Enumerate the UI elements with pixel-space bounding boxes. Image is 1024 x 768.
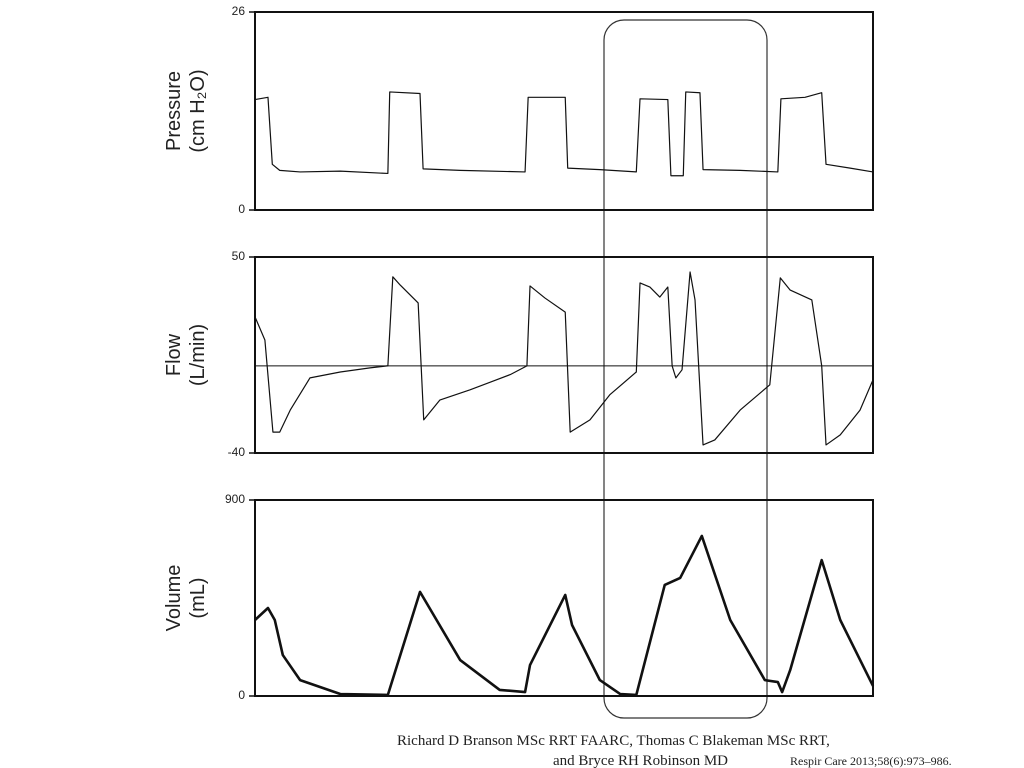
citation-authors: Richard D Branson MSc RRT FAARC, Thomas … [397,733,830,749]
plot-frame [254,11,874,211]
y-axis-label: (mL) [187,577,209,618]
y-tick-label: 900 [225,492,245,506]
y-axis-label: (L/min) [187,324,209,386]
y-axis-label: Pressure [163,71,185,151]
y-axis-label: Volume [163,565,185,632]
waveform [254,271,874,446]
plot-frame [254,256,874,454]
highlight-box [603,19,768,719]
waveform [254,534,875,697]
y-tick-label: -40 [228,445,246,459]
y-tick-label: 26 [232,4,246,18]
y-tick-label: 0 [238,688,245,702]
citation-reference: Respir Care 2013;58(6):973–986. [790,754,952,768]
y-tick-label: 0 [238,202,245,216]
y-axis-label: Flow [163,333,185,376]
plot-frame [254,499,874,697]
waveform [254,91,874,177]
citation-authors: and Bryce RH Robinson MD [553,753,728,768]
y-axis-label: (cm H₂O) [187,69,209,152]
y-tick-label: 50 [232,249,246,263]
